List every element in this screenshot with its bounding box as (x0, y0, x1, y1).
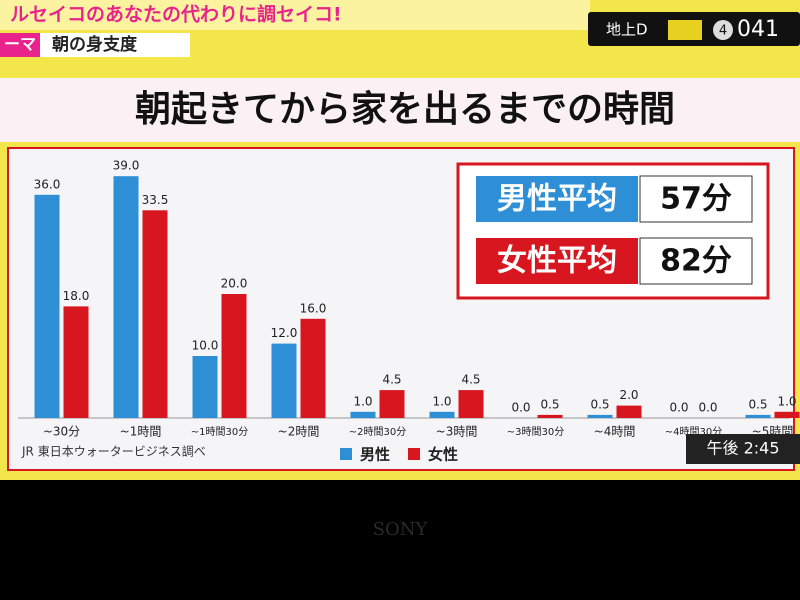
clock: 午後 2:45 (706, 439, 779, 458)
bar (142, 210, 168, 418)
bar (537, 414, 563, 418)
channel-label: 地上D (606, 21, 648, 39)
brand: SONY (373, 519, 429, 540)
x-tick-label: ~2時間30分 (349, 426, 406, 438)
data-label: 18.0 (63, 289, 90, 303)
average-value: 57分 (660, 182, 732, 217)
banner: ルセイコのあなたの代わりに調セイコ! (10, 3, 342, 26)
data-label: 12.0 (271, 326, 298, 340)
x-tick-label: ~3時間 (436, 425, 478, 439)
data-label: 1.0 (777, 394, 796, 408)
channel-icon (668, 20, 702, 40)
legend-label: 女性 (428, 446, 458, 464)
x-tick-label: ~3時間30分 (507, 426, 564, 438)
bar (429, 411, 455, 418)
x-tick-label: ~4時間30分 (665, 426, 722, 438)
theme-tag-bg (0, 33, 40, 57)
bar (300, 318, 326, 418)
data-label: 0.5 (748, 397, 767, 411)
channel-number: 041 (737, 17, 779, 42)
bar (379, 390, 405, 418)
banner-bg (0, 0, 590, 30)
x-tick-label: ~4時間 (594, 425, 636, 439)
data-label: 2.0 (619, 388, 638, 402)
data-label: 33.5 (142, 193, 169, 207)
data-label: 4.5 (382, 373, 401, 387)
clock-bg (686, 434, 800, 464)
bar (271, 343, 297, 418)
data-label: 36.0 (34, 177, 61, 191)
channel-button-bg (713, 20, 733, 40)
chart-title: 朝起きてから家を出るまでの時間 (135, 89, 675, 130)
source: JR 東日本ウォータービジネス調べ (21, 445, 206, 459)
data-label: 0.0 (511, 401, 530, 415)
bar (458, 390, 484, 418)
data-label: 16.0 (300, 301, 327, 315)
legend-label: 男性 (360, 446, 390, 464)
average-label-bg (476, 176, 638, 222)
title-bg (0, 78, 800, 142)
data-label: 10.0 (192, 339, 219, 353)
data-label: 0.0 (669, 401, 688, 415)
bar (745, 414, 771, 418)
legend-swatch (408, 448, 420, 460)
data-label: 20.0 (221, 277, 248, 291)
data-label: 0.5 (590, 397, 609, 411)
data-label: 0.0 (698, 401, 717, 415)
bar (192, 356, 218, 418)
average-value-bg (639, 237, 753, 285)
channel-button: 4 (719, 24, 727, 39)
bar (774, 411, 800, 418)
bar (587, 414, 613, 418)
x-tick-label: ~1時間30分 (191, 426, 248, 438)
average-value-bg (639, 175, 753, 223)
bar (63, 306, 89, 418)
data-label: 1.0 (432, 394, 451, 408)
x-tick-label: ~5時間 (752, 425, 794, 439)
legend-swatch (340, 448, 352, 460)
bar (221, 294, 247, 418)
bar (350, 411, 376, 418)
theme-tag: ーマ (4, 35, 36, 54)
data-label: 1.0 (353, 394, 372, 408)
average-label: 男性平均 (497, 182, 617, 217)
data-label: 0.5 (540, 397, 559, 411)
bar (34, 194, 60, 418)
bar (616, 405, 642, 418)
data-label: 4.5 (461, 373, 480, 387)
x-tick-label: ~30分 (43, 425, 80, 439)
average-label: 女性平均 (497, 244, 617, 279)
theme-bg (40, 33, 190, 57)
x-tick-label: ~2時間 (278, 425, 320, 439)
average-value: 82分 (660, 244, 732, 279)
bar (113, 176, 139, 418)
theme: 朝の身支度 (52, 34, 138, 55)
average-label-bg (476, 238, 638, 284)
data-label: 39.0 (113, 159, 140, 173)
x-tick-label: ~1時間 (120, 425, 162, 439)
